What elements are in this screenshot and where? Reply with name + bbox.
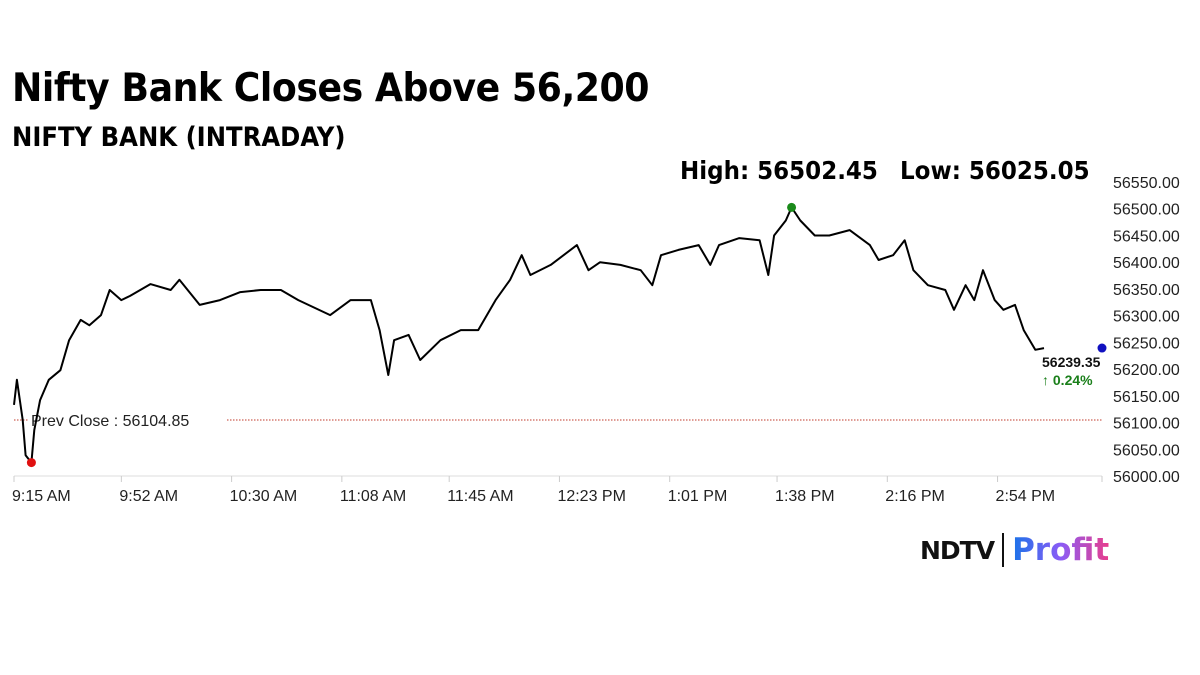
x-tick-label: 11:45 AM — [447, 488, 513, 505]
page-title: Nifty Bank Closes Above 56,200 — [12, 66, 650, 111]
logo-brand: NDTV — [920, 535, 995, 565]
x-tick-label: 1:01 PM — [668, 488, 728, 505]
low-marker — [26, 458, 36, 468]
high-label: High: 56502.45 — [680, 156, 878, 185]
y-tick-label: 56200.00 — [1113, 362, 1180, 379]
x-tick-label: 10:30 AM — [230, 488, 298, 505]
x-tick-label: 1:38 PM — [775, 488, 835, 505]
y-tick-label: 56250.00 — [1113, 335, 1180, 352]
y-tick-label: 56300.00 — [1113, 309, 1180, 326]
price-line — [13, 206, 1045, 464]
change-percent-label: ↑ 0.24% — [1042, 372, 1093, 388]
x-tick-label: 11:08 AM — [340, 488, 406, 505]
y-tick-label: 56350.00 — [1113, 282, 1180, 299]
prev-close-label: Prev Close : 56104.85 — [31, 413, 189, 430]
y-tick-label: 56000.00 — [1113, 469, 1180, 486]
y-tick-label: 56400.00 — [1113, 255, 1180, 272]
y-tick-label: 56450.00 — [1113, 228, 1180, 245]
high-marker — [787, 202, 797, 212]
x-tick-label: 9:52 AM — [119, 488, 178, 505]
close-marker — [1097, 343, 1107, 353]
y-tick-label: 56150.00 — [1113, 389, 1180, 406]
ndtv-profit-logo: NDTV Profit — [920, 532, 1109, 568]
logo-product: Profit — [1012, 532, 1110, 568]
chart-subtitle: NIFTY BANK (INTRADAY) — [12, 122, 346, 153]
low-label: Low: 56025.05 — [900, 156, 1090, 185]
logo-divider — [1002, 533, 1005, 567]
y-tick-label: 56550.00 — [1113, 175, 1180, 192]
x-tick-label: 2:54 PM — [996, 488, 1056, 505]
y-tick-label: 56500.00 — [1113, 202, 1180, 219]
x-tick-label: 2:16 PM — [885, 488, 945, 505]
prev-close-label-bg — [28, 407, 226, 430]
y-tick-label: 56050.00 — [1113, 442, 1180, 459]
y-tick-label: 56100.00 — [1113, 416, 1180, 433]
last-value-label: 56239.35 — [1042, 354, 1101, 370]
x-tick-label: 12:23 PM — [557, 488, 625, 505]
x-tick-label: 9:15 AM — [12, 488, 71, 505]
